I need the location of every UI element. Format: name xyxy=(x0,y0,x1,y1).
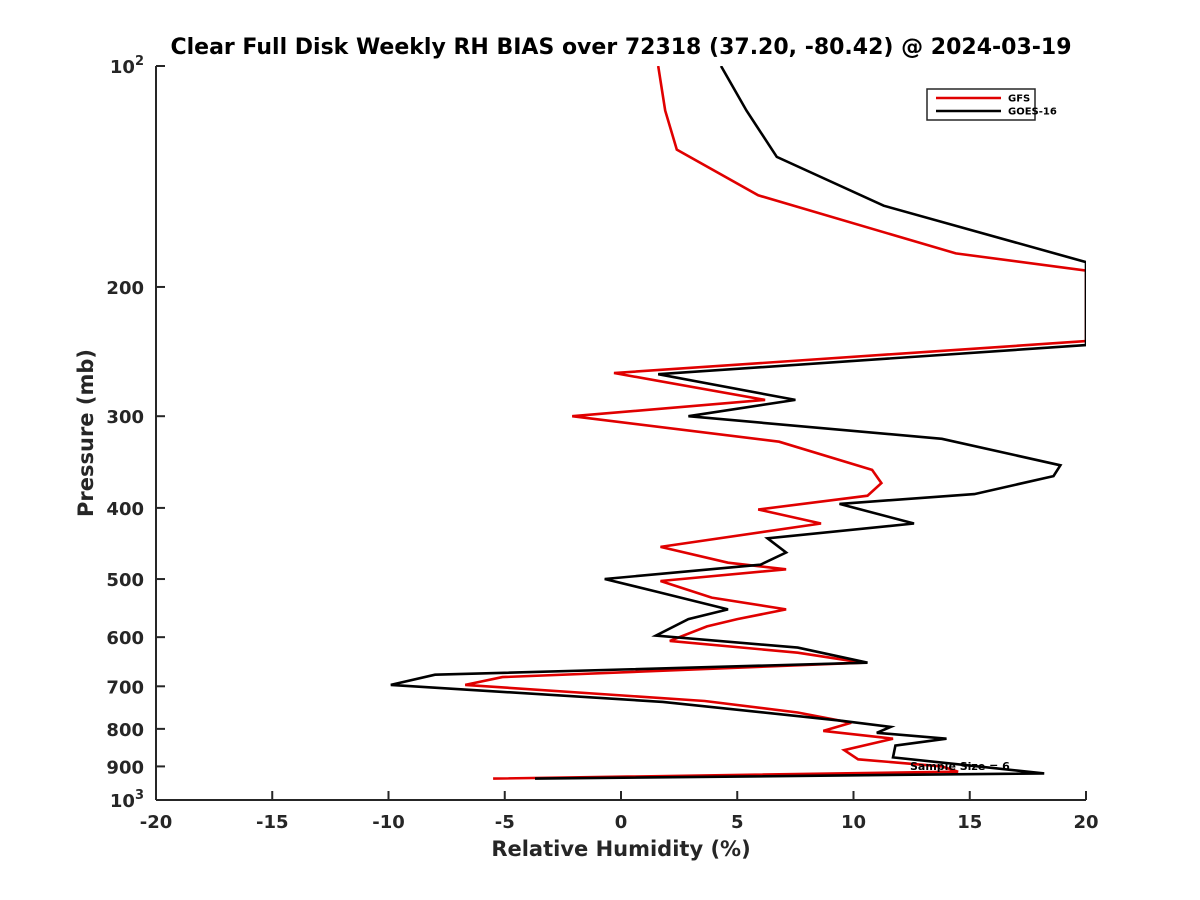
y-tick-label: 900 xyxy=(106,757,144,778)
x-axis-label: Relative Humidity (%) xyxy=(491,837,750,861)
x-tick-label: -15 xyxy=(256,812,289,833)
y-tick-label: 400 xyxy=(106,499,144,520)
series-layer xyxy=(390,66,1086,780)
legend-label: GFS xyxy=(1008,94,1030,105)
y-tick-label: 700 xyxy=(106,677,144,698)
y-tick-label: 500 xyxy=(106,570,144,591)
y-tick-label: 200 xyxy=(106,278,144,299)
x-tick-label: 10 xyxy=(841,812,866,833)
x-tick-label: 15 xyxy=(957,812,982,833)
y-tick-label: 800 xyxy=(106,720,144,741)
legend-label: GOES-16 xyxy=(1008,107,1057,118)
sample-size-annotation: Sample Size = 6 xyxy=(910,760,1010,773)
series-line-gfs xyxy=(464,66,1086,780)
legend-box xyxy=(926,88,1036,121)
x-tick-label: 5 xyxy=(731,812,744,833)
chart-title: Clear Full Disk Weekly RH BIAS over 7231… xyxy=(170,35,1071,60)
x-tick-label: -10 xyxy=(372,812,405,833)
y-tick-label: 102 xyxy=(110,54,144,78)
x-tick-label: 0 xyxy=(615,812,628,833)
y-tick-label: 600 xyxy=(106,628,144,649)
series-line-goes-16 xyxy=(390,66,1086,780)
axes: -20 -15 -10 -5 0 5 10 15 20 102 200 300 400 500 600 700… xyxy=(106,54,1098,833)
legend: GFS GOES-16 xyxy=(926,88,1057,121)
x-tick-label: -5 xyxy=(495,812,515,833)
y-tick-label: 300 xyxy=(106,407,144,428)
x-tick-label: 20 xyxy=(1073,812,1098,833)
y-tick-label: 103 xyxy=(110,788,144,812)
y-axis-label: Pressure (mb) xyxy=(74,349,98,517)
x-tick-label: -20 xyxy=(140,812,173,833)
